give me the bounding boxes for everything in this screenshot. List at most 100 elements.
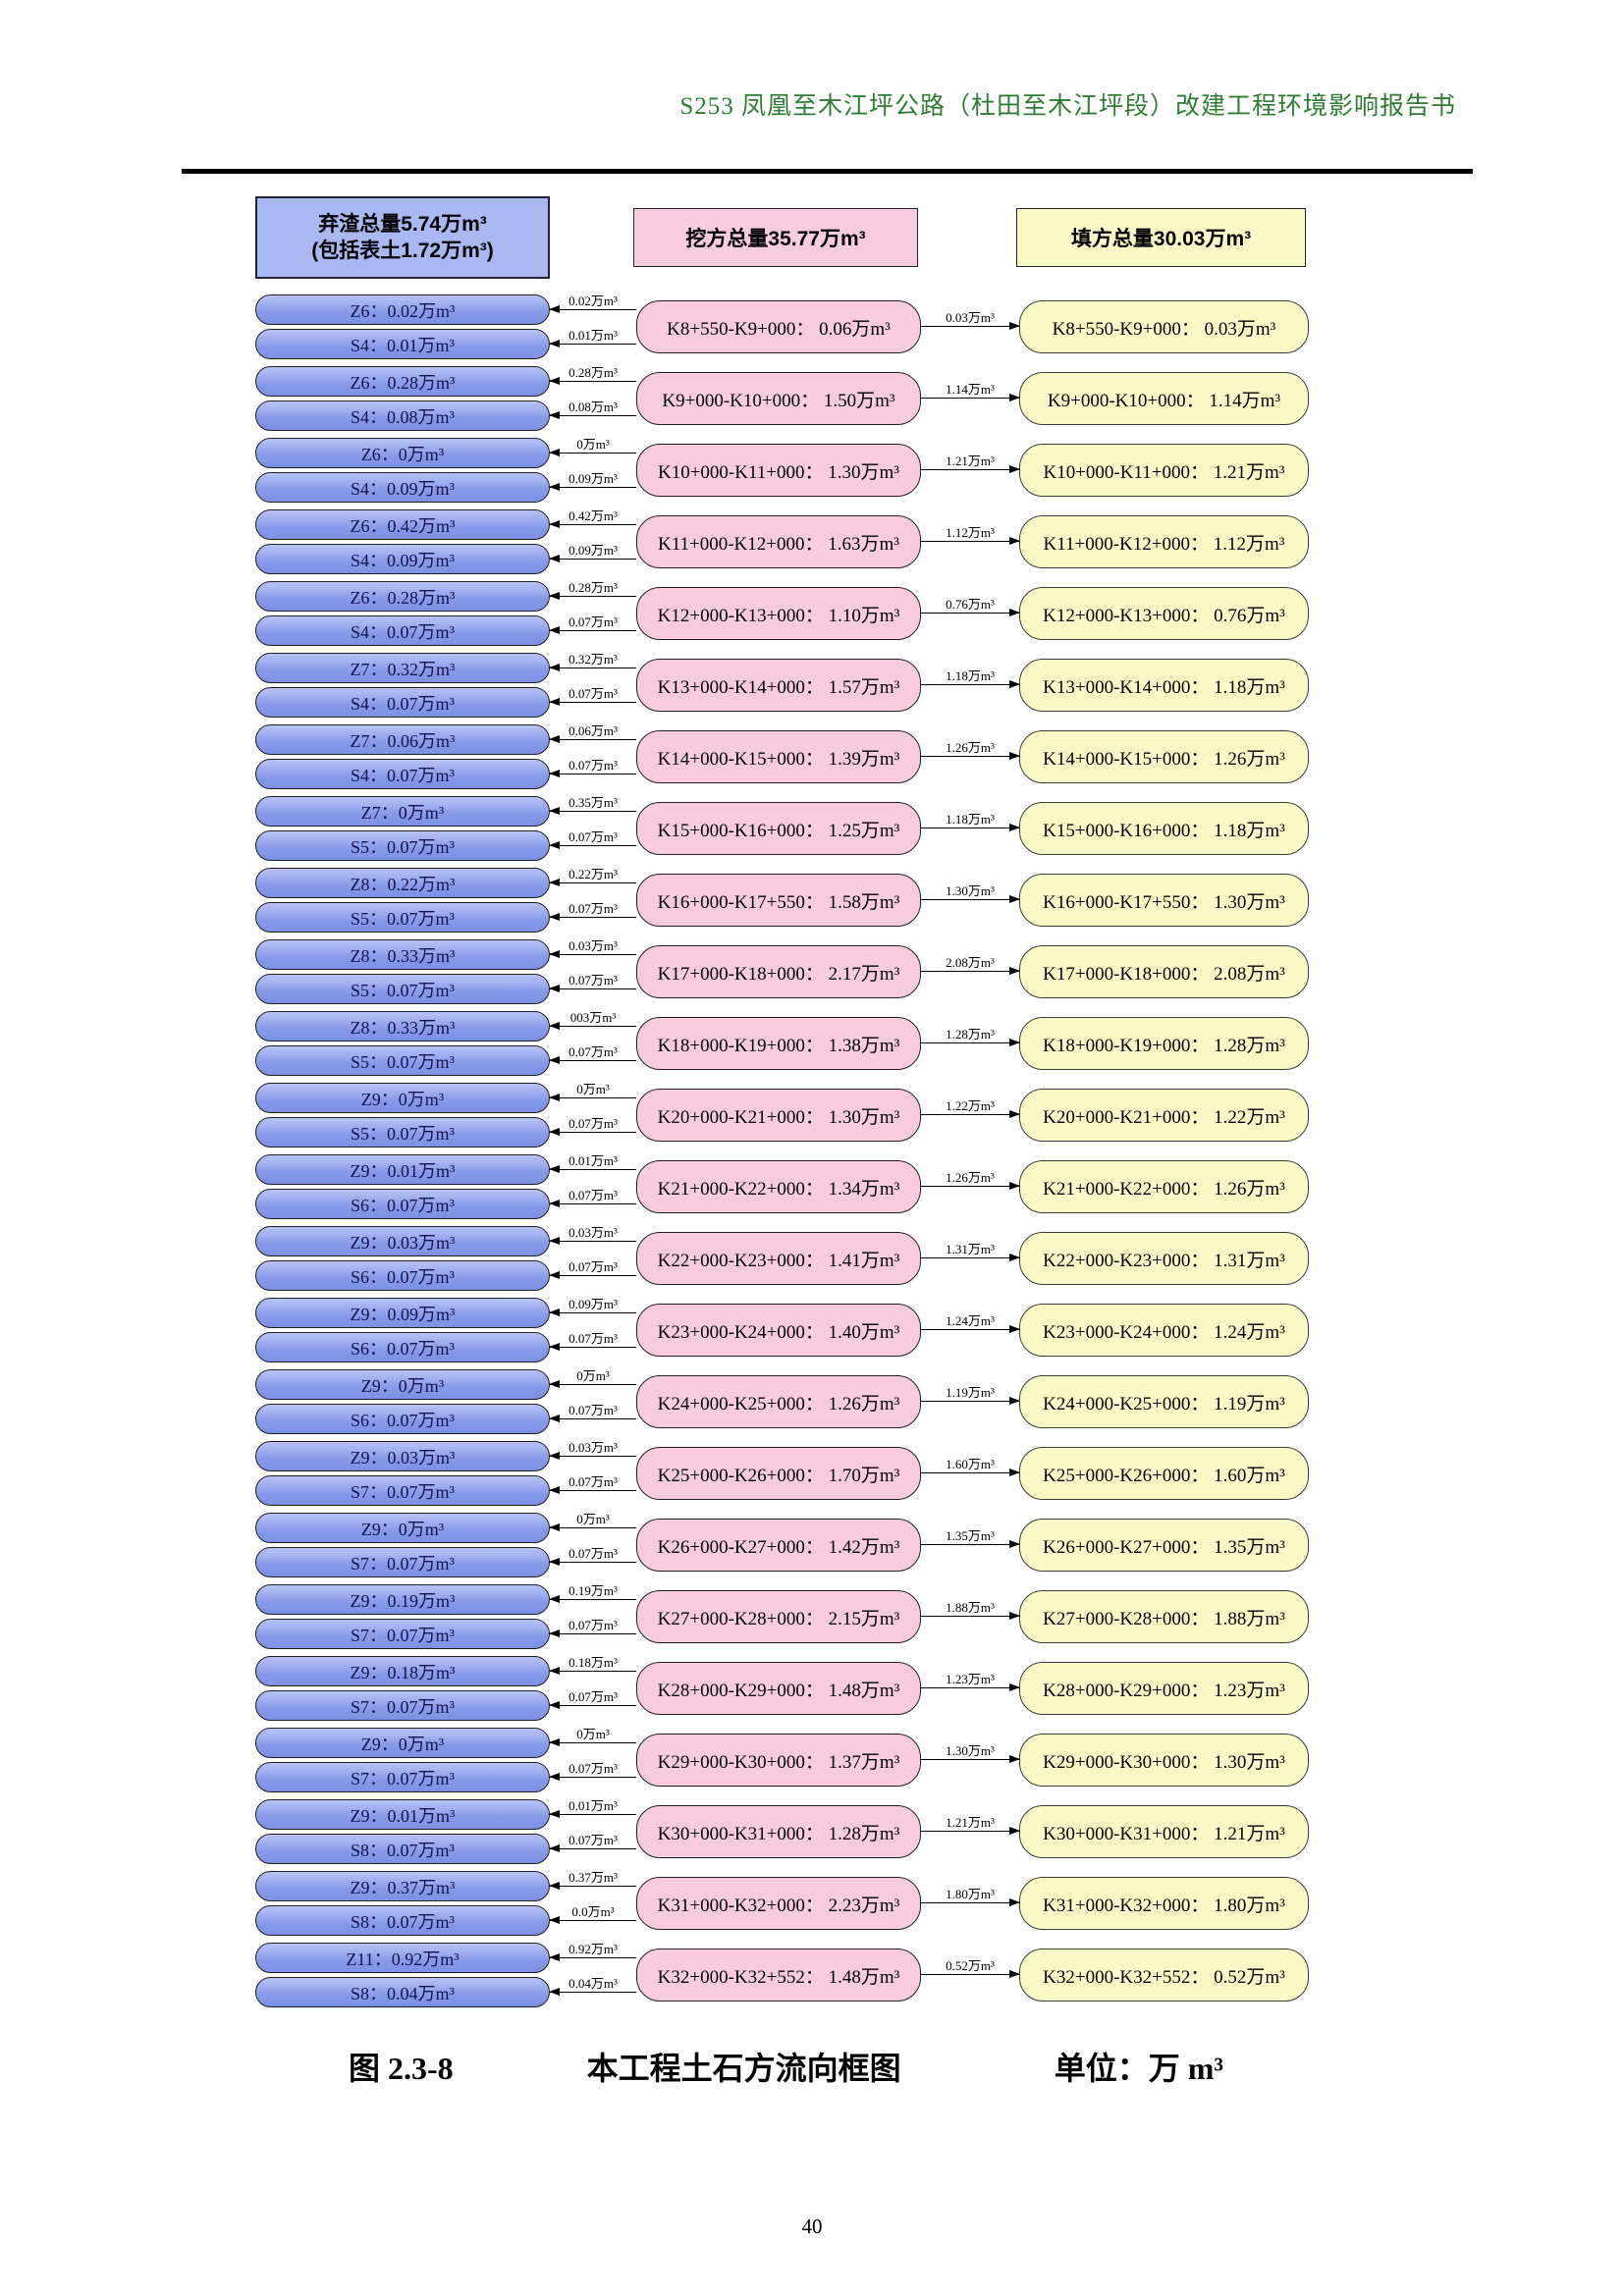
left-arrows: 0.37万m³ 0.0万m³ — [549, 1871, 636, 1936]
left-arrows: 0.28万m³ 0.08万m³ — [549, 366, 636, 431]
left-arrows: 0.02万m³ 0.01万m³ — [549, 294, 636, 359]
topsoil-flow-arrow: 0.07万m³ — [549, 1547, 636, 1566]
spoil-site-pill: Z7：0.32万m³ — [255, 653, 550, 683]
topsoil-flow-arrow: 0.07万m³ — [549, 1189, 636, 1207]
spoil-flow-label: 0万m³ — [576, 1082, 610, 1096]
topsoil-flow-arrow: 0.07万m³ — [549, 1834, 636, 1852]
cut-segment-box: K10+000-K11+000： 1.30万m³ — [636, 444, 921, 497]
disposal-pills: Z7：0万m³ S5：0.07万m³ — [255, 796, 550, 861]
spoil-flow-arrow: 0.01万m³ — [549, 1798, 636, 1818]
topsoil-site-pill: S7：0.07万m³ — [255, 1762, 550, 1792]
topsoil-flow-label: 0.09万m³ — [568, 543, 618, 558]
spoil-flow-arrow: 0.01万m³ — [549, 1153, 636, 1173]
fill-flow-arrow: 1.30万m³ — [921, 884, 1020, 903]
left-arrows: 0.28万m³ 0.07万m³ — [549, 580, 636, 646]
spoil-flow-arrow: 0.92万m³ — [549, 1943, 636, 1961]
left-arrow-line — [549, 1127, 636, 1136]
spoil-site-pill: Z8：0.33万m³ — [255, 1011, 550, 1041]
left-arrows: 0.92万m³ 0.04万m³ — [549, 1943, 636, 2007]
page-number: 40 — [801, 2215, 823, 2238]
left-arrow-line — [549, 1055, 636, 1064]
right-arrow-line — [921, 1038, 1020, 1046]
spoil-flow-label: 0.01万m³ — [568, 1153, 618, 1168]
cut-segment-box: K31+000-K32+000： 2.23万m³ — [636, 1877, 921, 1930]
left-arrow-line — [549, 1629, 636, 1637]
cut-segment-box: K16+000-K17+550： 1.58万m³ — [636, 874, 921, 927]
fill-flow-label: 1.21万m³ — [946, 454, 995, 468]
fill-flow-label: 1.88万m³ — [946, 1600, 995, 1615]
disposal-pills: Z6：0.02万m³ S4：0.01万m³ — [255, 294, 550, 359]
topsoil-site-pill: S8：0.07万m³ — [255, 1905, 550, 1936]
fill-flow-label: 1.24万m³ — [946, 1313, 995, 1328]
right-arrow: 1.18万m³ — [921, 796, 1020, 861]
fill-flow-arrow: 1.23万m³ — [921, 1673, 1020, 1691]
spoil-flow-arrow: 0.42万m³ — [549, 509, 636, 528]
disposal-pills: Z6：0.28万m³ S4：0.07万m³ — [255, 581, 550, 646]
spoil-flow-label: 0.01万m³ — [568, 1798, 618, 1813]
topsoil-flow-arrow: 0.07万m³ — [549, 1117, 636, 1136]
fill-flow-label: 1.14万m³ — [946, 382, 995, 397]
fill-flow-label: 1.26万m³ — [946, 740, 995, 755]
left-arrow-line — [549, 1485, 636, 1494]
cut-segment-box: K26+000-K27+000： 1.42万m³ — [636, 1519, 921, 1572]
flow-row: Z9：0.18万m³ S7：0.07万m³ 0.18万m³ 0.07万m³ K2… — [255, 1656, 1309, 1721]
spoil-flow-label: 0.09万m³ — [568, 1297, 618, 1311]
left-arrows: 0.09万m³ 0.07万m³ — [549, 1297, 636, 1362]
cut-segment-box: K14+000-K15+000： 1.39万m³ — [636, 730, 921, 783]
right-arrow: 1.28万m³ — [921, 1011, 1020, 1076]
fill-segment-box: K20+000-K21+000： 1.22万m³ — [1019, 1089, 1309, 1142]
right-arrow-line — [921, 679, 1020, 688]
spoil-flow-arrow: 0.19万m³ — [549, 1584, 636, 1603]
fill-segment-box: K27+000-K28+000： 1.88万m³ — [1019, 1590, 1309, 1643]
cut-segment-box: K30+000-K31+000： 1.28万m³ — [636, 1805, 921, 1858]
left-arrow-line — [549, 734, 636, 743]
spoil-flow-arrow: 0万m³ — [549, 1513, 636, 1531]
left-arrow-line — [549, 949, 636, 958]
spoil-flow-label: 0.35万m³ — [568, 795, 618, 810]
topsoil-site-pill: S7：0.07万m³ — [255, 1619, 550, 1649]
disposal-pills: Z9：0.09万m³ S6：0.07万m³ — [255, 1298, 550, 1362]
disposal-pills: Z9：0万m³ S7：0.07万m³ — [255, 1513, 550, 1577]
left-arrow-line — [549, 1952, 636, 1961]
topsoil-flow-label: 0.07万m³ — [568, 973, 618, 988]
left-arrow-line — [549, 1021, 636, 1030]
right-arrow-line — [921, 1754, 1020, 1763]
topsoil-flow-arrow: 0.07万m³ — [549, 1475, 636, 1494]
spoil-site-pill: Z6：0.42万m³ — [255, 509, 550, 540]
topsoil-flow-label: 0.07万m³ — [568, 1331, 618, 1346]
spoil-site-pill: Z9：0万m³ — [255, 1369, 550, 1400]
spoil-site-pill: Z8：0.22万m³ — [255, 868, 550, 898]
spoil-flow-label: 0.28万m³ — [568, 580, 618, 595]
disposal-pills: Z9：0万m³ S6：0.07万m³ — [255, 1369, 550, 1434]
right-arrow: 2.08万m³ — [921, 939, 1020, 1004]
flow-row: Z7：0万m³ S5：0.07万m³ 0.35万m³ 0.07万m³ K15+0… — [255, 796, 1309, 861]
topsoil-flow-arrow: 0.04万m³ — [549, 1977, 636, 1996]
right-arrow: 1.35万m³ — [921, 1513, 1020, 1577]
right-arrow-line — [921, 1969, 1020, 1978]
spoil-flow-arrow: 0.28万m³ — [549, 580, 636, 600]
fill-flow-label: 1.12万m³ — [946, 525, 995, 540]
topsoil-site-pill: S6：0.07万m³ — [255, 1332, 550, 1362]
spoil-site-pill: Z9：0万m³ — [255, 1083, 550, 1113]
left-arrow-line — [549, 448, 636, 456]
left-arrows: 0.03万m³ 0.07万m³ — [549, 939, 636, 1004]
right-arrow-line — [921, 894, 1020, 903]
spoil-site-pill: Z9：0.09万m³ — [255, 1298, 550, 1328]
left-arrows: 0.01万m³ 0.07万m³ — [549, 1798, 636, 1864]
left-arrows: 0.19万m³ 0.07万m³ — [549, 1584, 636, 1649]
topsoil-flow-arrow: 0.09万m³ — [549, 472, 636, 491]
left-arrow-line — [549, 1666, 636, 1675]
left-arrow-line — [549, 1093, 636, 1101]
cut-segment-box: K29+000-K30+000： 1.37万m³ — [636, 1734, 921, 1787]
fill-flow-arrow: 1.14万m³ — [921, 382, 1020, 401]
spoil-site-pill: Z7：0万m³ — [255, 796, 550, 827]
disposal-pills: Z9：0.03万m³ S6：0.07万m³ — [255, 1226, 550, 1291]
disposal-pills: Z8：0.33万m³ S5：0.07万m³ — [255, 939, 550, 1004]
right-arrow-line — [921, 1682, 1020, 1691]
cut-segment-box: K22+000-K23+000： 1.41万m³ — [636, 1232, 921, 1285]
left-arrows: 0万m³ 0.09万m³ — [549, 438, 636, 503]
topsoil-flow-arrow: 0.07万m³ — [549, 615, 636, 634]
left-arrows: 003万m³ 0.07万m³ — [549, 1011, 636, 1076]
right-arrow-line — [921, 1826, 1020, 1835]
spoil-flow-arrow: 0万m³ — [549, 1082, 636, 1101]
